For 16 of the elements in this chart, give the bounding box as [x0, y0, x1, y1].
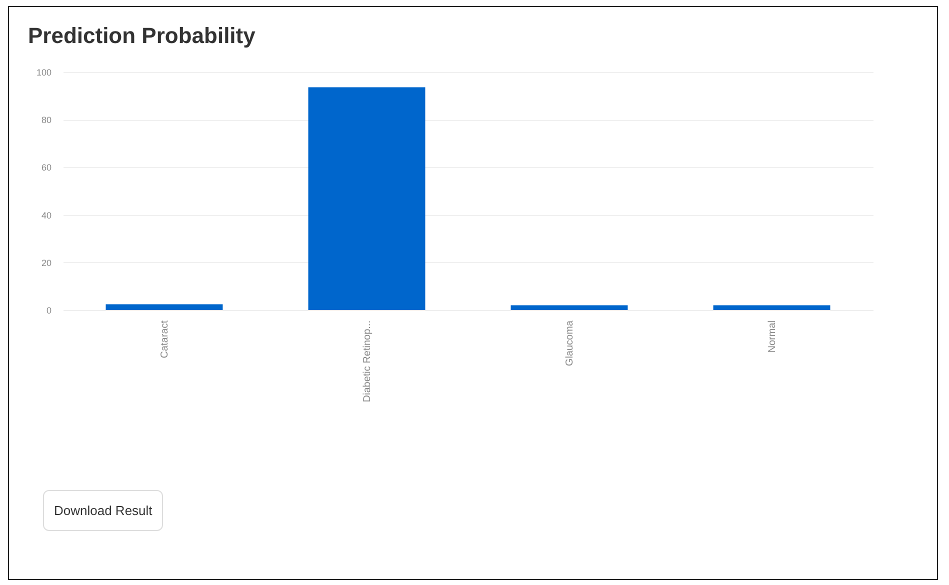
y-tick-label: 60	[41, 162, 52, 173]
chart-title: Prediction Probability	[28, 23, 256, 48]
y-tick-label: 20	[41, 258, 52, 268]
download-button: Download Result	[43, 490, 164, 531]
bar	[308, 87, 426, 310]
y-tick-label: 0	[46, 306, 52, 316]
y-tick-label: 100	[36, 68, 52, 78]
x-tick-label: Cataract	[159, 320, 170, 358]
bar	[106, 304, 223, 310]
x-tick-label: Glaucoma	[564, 320, 576, 366]
x-tick-label: Normal	[766, 320, 778, 353]
bar	[510, 305, 628, 310]
bar	[713, 305, 830, 310]
x-tick-label: Diabetic Retinop...	[362, 320, 373, 402]
y-tick-label: 40	[41, 210, 52, 220]
y-tick-label: 80	[41, 115, 52, 126]
